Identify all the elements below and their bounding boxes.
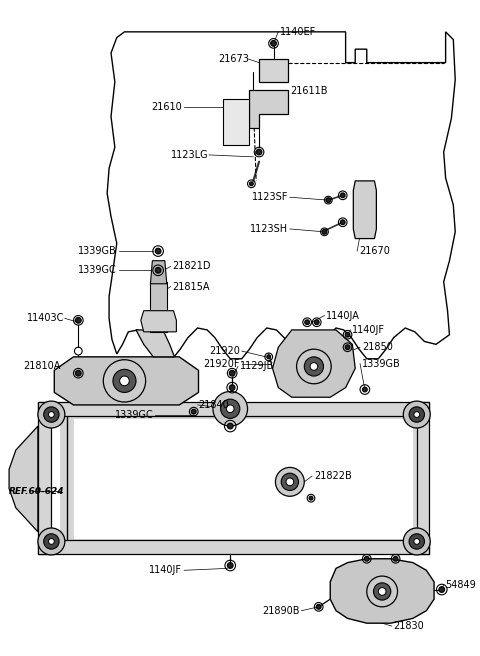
- Polygon shape: [353, 181, 376, 239]
- Text: 21822B: 21822B: [314, 471, 352, 481]
- Circle shape: [439, 586, 444, 592]
- Circle shape: [267, 355, 271, 359]
- Polygon shape: [54, 357, 199, 405]
- Text: 1339GB: 1339GB: [362, 359, 401, 369]
- Text: REF.60-624: REF.60-624: [9, 487, 65, 496]
- Circle shape: [414, 412, 420, 417]
- Text: 21920F: 21920F: [204, 359, 240, 369]
- Circle shape: [314, 320, 319, 325]
- Text: 1339GC: 1339GC: [115, 409, 153, 420]
- Text: 21830: 21830: [394, 621, 424, 631]
- Circle shape: [281, 473, 299, 491]
- Polygon shape: [330, 559, 434, 623]
- Text: 21821D: 21821D: [172, 262, 211, 272]
- Circle shape: [213, 392, 248, 426]
- Text: 1129JB: 1129JB: [240, 361, 274, 371]
- Circle shape: [227, 405, 234, 413]
- Text: 1140JA: 1140JA: [326, 310, 360, 321]
- Circle shape: [276, 468, 304, 497]
- Text: 54849: 54849: [445, 580, 476, 590]
- Circle shape: [310, 363, 318, 370]
- Circle shape: [304, 357, 324, 376]
- Text: 1123SH: 1123SH: [250, 224, 288, 234]
- Text: 1339GC: 1339GC: [78, 265, 117, 276]
- Circle shape: [229, 370, 235, 376]
- Text: 21673: 21673: [218, 54, 250, 64]
- Circle shape: [229, 384, 235, 390]
- Text: 1140EF: 1140EF: [280, 27, 316, 37]
- Circle shape: [75, 318, 81, 323]
- Text: 1123SF: 1123SF: [252, 192, 288, 202]
- Circle shape: [316, 604, 321, 609]
- Text: 1140JF: 1140JF: [149, 565, 182, 575]
- Text: 21890B: 21890B: [262, 605, 300, 616]
- Circle shape: [297, 349, 331, 384]
- Circle shape: [403, 401, 430, 428]
- Circle shape: [256, 149, 262, 155]
- Polygon shape: [38, 539, 429, 554]
- Circle shape: [286, 478, 294, 485]
- Circle shape: [48, 539, 54, 544]
- Circle shape: [340, 220, 345, 224]
- Circle shape: [221, 399, 240, 419]
- Circle shape: [120, 376, 129, 386]
- Circle shape: [228, 563, 233, 568]
- Circle shape: [309, 497, 313, 500]
- Circle shape: [362, 387, 367, 392]
- Circle shape: [305, 320, 310, 325]
- Text: 21611B: 21611B: [290, 87, 327, 96]
- Circle shape: [373, 583, 391, 600]
- Circle shape: [345, 333, 350, 337]
- Circle shape: [155, 268, 161, 273]
- Circle shape: [38, 528, 65, 555]
- Polygon shape: [150, 282, 167, 332]
- Circle shape: [403, 528, 430, 555]
- Circle shape: [378, 588, 386, 595]
- Circle shape: [409, 407, 424, 422]
- Circle shape: [345, 345, 350, 350]
- Circle shape: [326, 197, 331, 203]
- Text: 11403C: 11403C: [26, 314, 64, 323]
- Circle shape: [250, 182, 253, 186]
- Text: 1123LG: 1123LG: [170, 150, 208, 160]
- Circle shape: [113, 369, 136, 392]
- Polygon shape: [417, 402, 429, 554]
- Circle shape: [414, 539, 420, 544]
- Text: 21850: 21850: [362, 342, 393, 352]
- Polygon shape: [250, 89, 288, 128]
- Circle shape: [364, 556, 369, 561]
- Circle shape: [340, 193, 345, 197]
- Text: 21610: 21610: [151, 102, 182, 112]
- Text: 21810A: 21810A: [24, 361, 61, 371]
- Text: 21840: 21840: [199, 400, 229, 410]
- Circle shape: [38, 401, 65, 428]
- Polygon shape: [9, 426, 38, 532]
- Text: 1140JF: 1140JF: [352, 325, 385, 335]
- Circle shape: [228, 423, 233, 429]
- Circle shape: [48, 412, 54, 417]
- Circle shape: [271, 41, 276, 47]
- Circle shape: [44, 407, 59, 422]
- Polygon shape: [223, 99, 250, 146]
- Circle shape: [393, 556, 398, 561]
- Text: 21815A: 21815A: [172, 281, 210, 292]
- Polygon shape: [38, 402, 429, 417]
- Circle shape: [367, 576, 397, 607]
- Circle shape: [44, 534, 59, 549]
- Polygon shape: [259, 59, 288, 82]
- Circle shape: [322, 230, 327, 234]
- Polygon shape: [150, 260, 167, 284]
- Polygon shape: [273, 330, 355, 398]
- Circle shape: [75, 370, 81, 376]
- Text: 21920: 21920: [209, 346, 240, 356]
- Polygon shape: [136, 330, 174, 357]
- Circle shape: [103, 359, 145, 402]
- Circle shape: [409, 534, 424, 549]
- Polygon shape: [38, 402, 51, 554]
- Circle shape: [155, 248, 161, 254]
- Text: 1339GB: 1339GB: [78, 246, 117, 256]
- Circle shape: [192, 409, 196, 414]
- Text: 21670: 21670: [359, 246, 390, 256]
- Polygon shape: [141, 311, 176, 332]
